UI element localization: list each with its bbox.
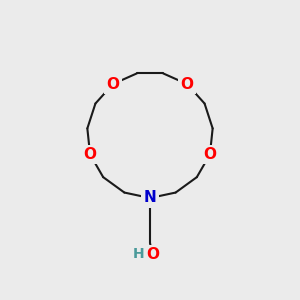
Text: N: N (144, 190, 156, 206)
Text: O: O (203, 147, 216, 162)
Text: O: O (84, 147, 97, 162)
Text: O: O (181, 76, 194, 92)
Text: O: O (106, 76, 119, 92)
Text: H: H (133, 248, 145, 261)
Text: O: O (146, 247, 159, 262)
